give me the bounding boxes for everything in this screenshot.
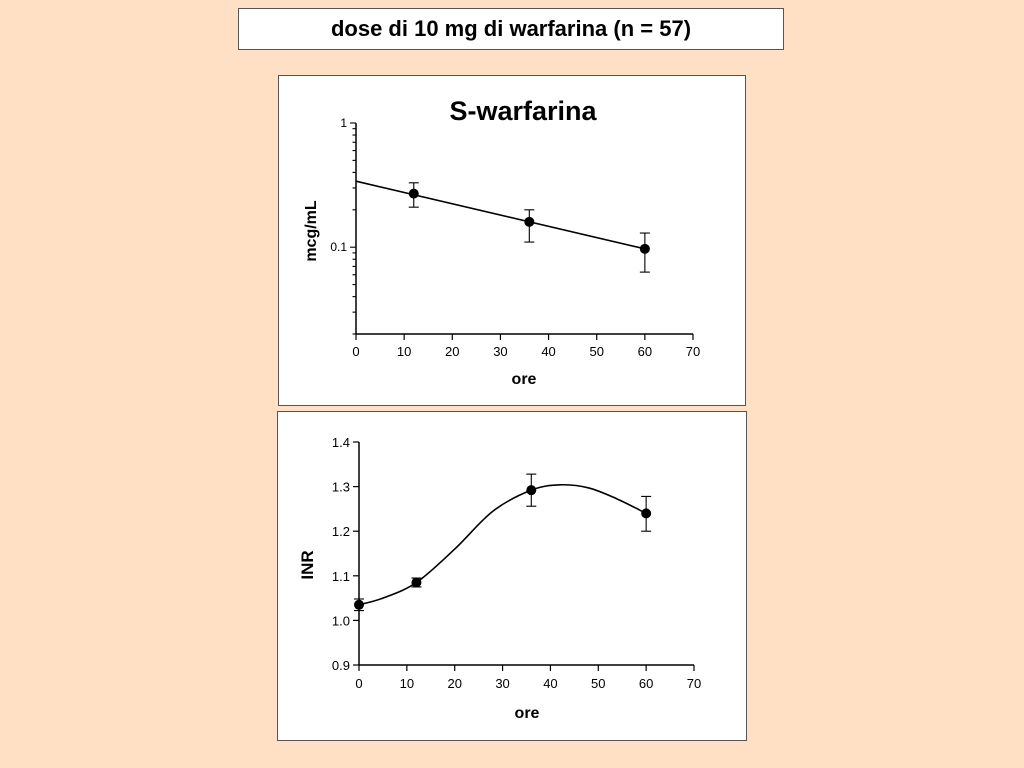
x-tick-label: 60 [639, 676, 653, 691]
chart-inr: ore INR 0 10 20 30 40 50 60 70 0.9 1.0 1.1 1.2 1.3 1.… [298, 435, 701, 722]
y-tick-label: 1.4 [332, 435, 350, 450]
y-tick-label: 1.2 [332, 524, 350, 539]
x-axis-label: ore [515, 705, 540, 722]
y-tick-label: 1.0 [332, 613, 350, 628]
slide-title: dose di 10 mg di warfarina (n = 57) [238, 8, 784, 50]
x-tick-label: 20 [447, 676, 461, 691]
chart-s-warfarina: S-warfarina ore mcg/mL 0 10 20 30 40 50 60 70 1 0… [303, 96, 700, 388]
y-axis-label: INR [298, 550, 317, 579]
x-tick-label: 0 [355, 676, 362, 691]
x-tick-label: 70 [686, 344, 700, 359]
x-tick-label: 10 [400, 676, 414, 691]
chart-panel-s-warfarina: S-warfarina ore mcg/mL 0 10 20 30 40 50 60 70 1 0… [278, 75, 746, 406]
y-tick-label: 1.1 [332, 569, 350, 584]
x-tick-label: 10 [397, 344, 411, 359]
fitted-curve [358, 483, 647, 606]
regression-line [355, 180, 646, 250]
x-axis-label: ore [512, 371, 537, 388]
x-tick-label: 60 [638, 344, 652, 359]
y-tick-label: 1 [340, 116, 347, 130]
x-tick-label: 50 [591, 676, 605, 691]
x-tick-label: 30 [493, 344, 507, 359]
y-tick-label: 0.1 [330, 240, 347, 254]
chart-panel-inr: ore INR 0 10 20 30 40 50 60 70 0.9 1.0 1.1 1.2 1.3 1.… [277, 411, 747, 741]
data-point [526, 485, 537, 496]
x-tick-label: 50 [589, 344, 603, 359]
y-axis-label: mcg/mL [303, 200, 320, 262]
chart-title: S-warfarina [449, 96, 597, 126]
data-point [411, 577, 422, 588]
x-tick-label: 30 [495, 676, 509, 691]
data-point [354, 599, 364, 610]
x-tick-label: 40 [543, 676, 557, 691]
data-point [639, 243, 650, 254]
data-point [641, 508, 652, 519]
y-tick-label: 0.9 [332, 658, 350, 673]
x-tick-label: 70 [687, 676, 701, 691]
x-tick-label: 20 [445, 344, 459, 359]
data-point [408, 188, 419, 199]
data-point [524, 216, 535, 227]
x-tick-label: 0 [352, 344, 359, 359]
x-tick-label: 40 [541, 344, 555, 359]
y-tick-label: 1.3 [332, 480, 350, 495]
